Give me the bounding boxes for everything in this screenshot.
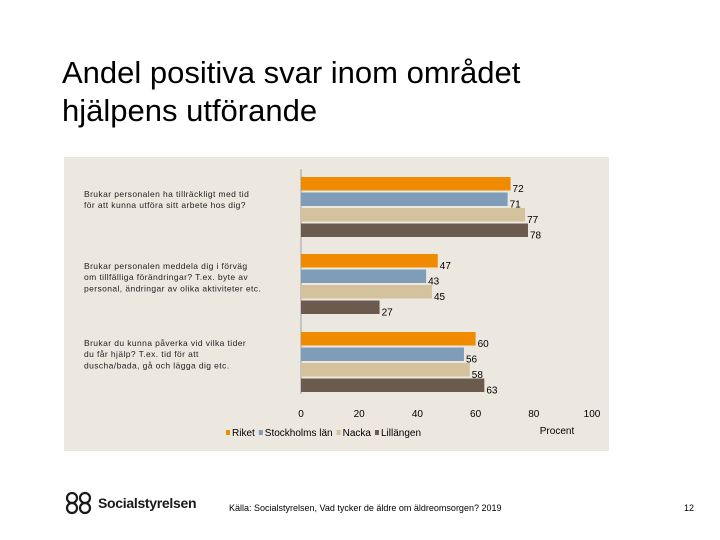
legend-entry: Riket <box>232 428 255 439</box>
bar-riket-0 <box>301 177 511 191</box>
data-label: 47 <box>440 261 452 272</box>
bar-lill-ngen-1 <box>301 300 380 314</box>
title-line-2: hjälpens utförande <box>62 93 318 128</box>
x-tick-label: 60 <box>470 409 482 420</box>
category-label: Brukar du kunna påverka vid vilka tider <box>84 338 246 348</box>
logo: Socialstyrelsen <box>64 488 197 518</box>
x-tick-label: 20 <box>354 409 366 420</box>
legend-swatch <box>374 430 379 435</box>
category-label: duscha/bada, gå och lägga dig etc. <box>84 360 229 370</box>
category-label: personal, ändringar av olika aktiviteter… <box>84 283 261 293</box>
x-tick-label: 40 <box>412 409 424 420</box>
data-label: 60 <box>478 339 490 350</box>
legend-entry: Nacka <box>343 428 372 439</box>
bar-nacka-1 <box>301 285 432 299</box>
category-label: du får hjälp? T.ex. tid för att <box>84 349 199 359</box>
bar-lill-ngen-0 <box>301 223 528 237</box>
data-label: 78 <box>530 230 542 241</box>
bar-nacka-2 <box>301 363 470 377</box>
x-tick-label: 80 <box>528 409 540 420</box>
chart-panel: 72 47 60 71 43 56 77 45 58 78 27 63 Brukar personale… <box>64 157 609 451</box>
socialstyrelsen-logo-icon <box>65 491 92 515</box>
category-label: Brukar personalen meddela dig i förväg <box>84 261 248 271</box>
category-label: Brukar personalen ha tillräckligt med ti… <box>84 189 249 199</box>
legend-swatch <box>258 430 263 435</box>
bar-nacka-0 <box>301 208 526 222</box>
legend-swatch <box>226 430 230 435</box>
title-line-1: Andel positiva svar inom området <box>62 55 521 90</box>
legend-entry: Stockholms län <box>265 428 333 439</box>
logo-text: Socialstyrelsen <box>98 495 197 511</box>
legend-swatch <box>336 430 341 435</box>
data-label: 72 <box>513 184 525 195</box>
x-tick-label: 0 <box>298 409 304 420</box>
bar-chart: 72 47 60 71 43 56 77 45 58 78 27 63 Brukar personale… <box>84 169 601 439</box>
x-axis-label: Procent <box>540 426 575 437</box>
bar-riket-1 <box>301 254 438 268</box>
data-label: 43 <box>428 276 440 287</box>
data-label: 56 <box>466 354 478 365</box>
bar-riket-2 <box>301 332 476 346</box>
bar-stockholms-l-n-1 <box>301 269 427 283</box>
data-label: 71 <box>510 199 522 210</box>
bar-stockholms-l-n-0 <box>301 192 508 206</box>
x-tick-label: 100 <box>584 409 601 420</box>
bar-lill-ngen-2 <box>301 378 485 392</box>
category-label: för att kunna utföra sitt arbete hos dig… <box>84 200 246 210</box>
data-label: 77 <box>527 215 539 226</box>
page-number: 12 <box>684 503 695 513</box>
legend-entry: Lillängen <box>381 428 421 439</box>
data-label: 63 <box>486 385 498 396</box>
bar-stockholms-l-n-2 <box>301 347 464 361</box>
category-label: om tillfälliga förändringar? T.ex. byte … <box>84 272 248 282</box>
data-label: 58 <box>472 370 484 381</box>
data-label: 27 <box>382 307 394 318</box>
source-note: Källa: Socialstyrelsen, Vad tycker de äl… <box>229 503 502 513</box>
data-label: 45 <box>434 292 446 303</box>
slide-title: Andel positiva svar inom området hjälpen… <box>62 54 682 130</box>
